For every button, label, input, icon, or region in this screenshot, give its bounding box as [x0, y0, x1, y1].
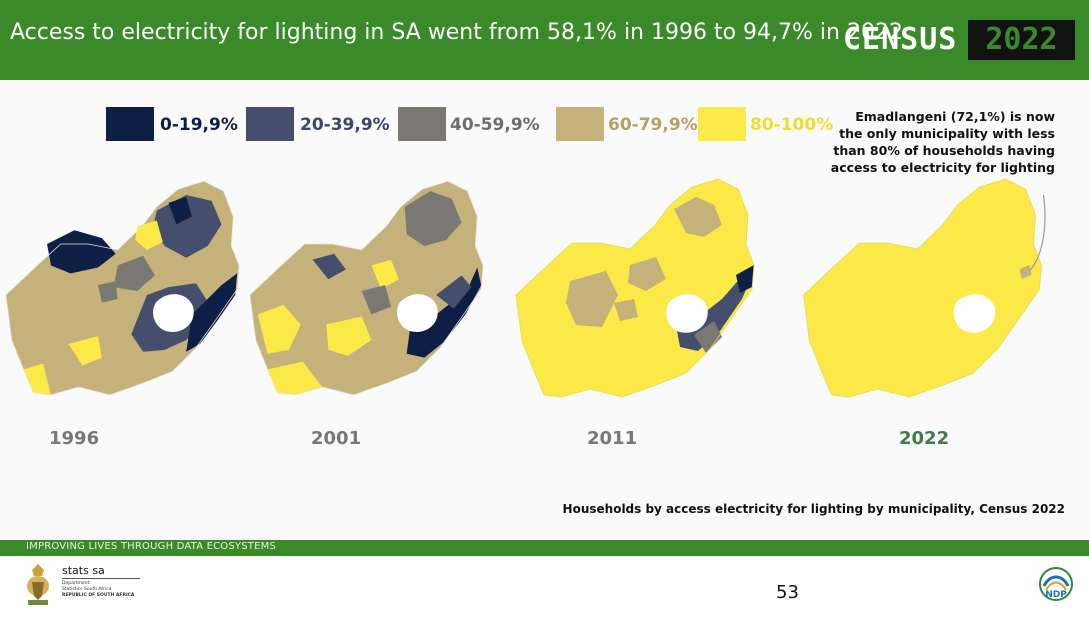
org-sub-label: Department:	[62, 581, 91, 586]
map-year-label: 2022	[899, 428, 950, 449]
legend-swatch	[106, 107, 154, 141]
map-2001	[249, 180, 484, 396]
emadlangeni-municipality	[1019, 265, 1032, 279]
divider	[62, 578, 140, 579]
ndp-logo-text: NDP	[1045, 590, 1067, 600]
tagline: IMPROVING LIVES THROUGH DATA ECOSYSTEMS	[26, 541, 276, 552]
footer: stats sa Department: Statistics South Af…	[0, 556, 1089, 617]
map-year-label: 2001	[311, 428, 362, 449]
header-bar: Access to electricity for lighting in SA…	[0, 0, 1089, 80]
org-sub-label: Statistics South Africa	[62, 587, 112, 592]
annotation-leader-line	[1029, 194, 1046, 272]
map-year-label: 1996	[49, 428, 100, 449]
annotation-note: Emadlangeni (72,1%) is now the only muni…	[830, 109, 1055, 175]
source-caption: Households by access electricity for lig…	[562, 502, 1065, 516]
footer-bar: IMPROVING LIVES THROUGH DATA ECOSYSTEMS	[0, 540, 1089, 556]
coat-of-arms-icon	[27, 564, 49, 605]
map-2011	[515, 178, 755, 398]
page-number: 53	[776, 582, 799, 603]
ndp-logo-icon: NDP	[1039, 567, 1073, 601]
census-logo-year: 2022	[968, 20, 1075, 60]
legend-label: 80-100%	[750, 115, 834, 135]
slide-title: Access to electricity for lighting in SA…	[10, 20, 903, 45]
census-2022-logo: CENSUS 2022	[843, 20, 1075, 60]
legend-label: 0-19,9%	[160, 115, 238, 135]
map-year-label: 2011	[587, 428, 638, 449]
map-1996	[5, 180, 240, 396]
census-logo-word: CENSUS	[843, 22, 958, 57]
legend-label: 20-39,9%	[300, 115, 390, 135]
legend-swatch	[698, 107, 746, 141]
legend-swatch	[398, 107, 446, 141]
legend-label: 40-59,9%	[450, 115, 540, 135]
org-sub-label: REPUBLIC OF SOUTH AFRICA	[62, 593, 135, 598]
org-name: stats sa	[62, 564, 105, 577]
map-2022	[803, 178, 1046, 398]
legend-label: 60-79,9%	[608, 115, 698, 135]
legend-swatch	[556, 107, 604, 141]
legend-swatch	[246, 107, 294, 141]
